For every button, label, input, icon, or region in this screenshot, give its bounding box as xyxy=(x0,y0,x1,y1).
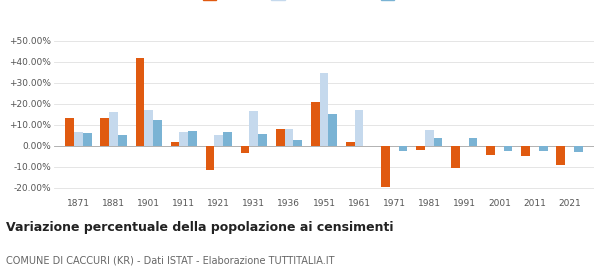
Bar xyxy=(556,146,565,165)
Bar xyxy=(451,146,460,168)
Bar xyxy=(74,132,83,146)
Bar xyxy=(320,73,328,146)
Bar xyxy=(241,146,250,153)
Bar xyxy=(258,134,267,146)
Bar xyxy=(118,135,127,146)
Bar xyxy=(504,146,512,151)
Bar xyxy=(284,129,293,146)
Bar xyxy=(276,129,284,146)
Bar xyxy=(206,146,214,170)
Bar xyxy=(469,138,478,146)
Text: Variazione percentuale della popolazione ai censimenti: Variazione percentuale della popolazione… xyxy=(6,221,394,234)
Bar xyxy=(425,130,434,146)
Bar xyxy=(311,102,320,146)
Bar xyxy=(153,120,162,146)
Bar xyxy=(539,146,548,151)
Bar xyxy=(293,140,302,146)
Bar xyxy=(486,146,495,155)
Bar xyxy=(398,146,407,151)
Legend: Caccuri, Provincia di KR, Calabria: Caccuri, Provincia di KR, Calabria xyxy=(201,0,447,3)
Bar xyxy=(83,133,92,146)
Bar xyxy=(521,146,530,156)
Bar xyxy=(214,135,223,146)
Bar xyxy=(144,110,153,146)
Bar xyxy=(434,138,442,146)
Bar xyxy=(223,132,232,146)
Bar xyxy=(65,118,74,146)
Bar xyxy=(136,59,144,146)
Bar xyxy=(179,132,188,146)
Bar xyxy=(250,111,258,146)
Bar xyxy=(574,146,583,152)
Bar xyxy=(346,143,355,146)
Bar xyxy=(355,110,364,146)
Bar xyxy=(416,146,425,150)
Bar xyxy=(170,143,179,146)
Bar xyxy=(328,114,337,146)
Text: COMUNE DI CACCURI (KR) - Dati ISTAT - Elaborazione TUTTITALIA.IT: COMUNE DI CACCURI (KR) - Dati ISTAT - El… xyxy=(6,255,335,265)
Bar xyxy=(109,112,118,146)
Bar xyxy=(100,118,109,146)
Bar xyxy=(188,131,197,146)
Bar xyxy=(381,146,390,186)
